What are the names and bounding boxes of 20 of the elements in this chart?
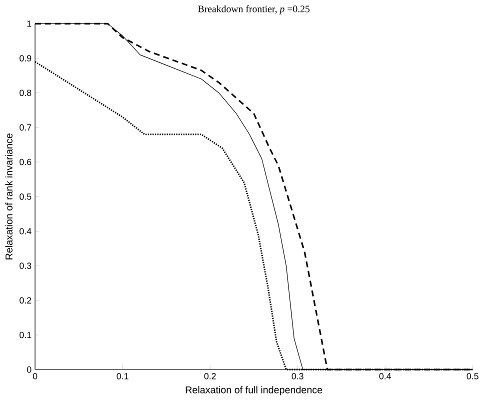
- x-tick-label: 0.2: [204, 373, 216, 380]
- y-tick-label: 0.3: [20, 262, 32, 270]
- x-tick-label: 0.1: [116, 373, 128, 380]
- y-tick-label: 0.2: [20, 297, 32, 304]
- x-tick-label: 0: [32, 373, 38, 380]
- x-tick-label: 0.5: [466, 373, 478, 380]
- y-axis-title: Relaxation of rank invariance: [5, 134, 12, 260]
- y-tick-label: 0.4: [20, 228, 32, 235]
- y-tick-label: 0.7: [20, 124, 32, 131]
- chart-title: Breakdown frontier, p =0.25: [198, 5, 310, 15]
- y-tick-label: 0.9: [20, 55, 32, 62]
- y-tick-label: 0: [27, 366, 32, 373]
- y-tick-label: 0.1: [20, 332, 32, 338]
- y-tick-label: 1: [27, 20, 32, 27]
- y-tick-label: 0.6: [20, 159, 32, 166]
- y-tick-label: 0.8: [20, 90, 32, 96]
- x-tick-label: 0.4: [379, 373, 391, 380]
- x-axis-title: Relaxation of full independence: [186, 386, 322, 396]
- x-tick-label: 0.3: [292, 373, 304, 380]
- y-tick-label: 0.5: [20, 194, 32, 200]
